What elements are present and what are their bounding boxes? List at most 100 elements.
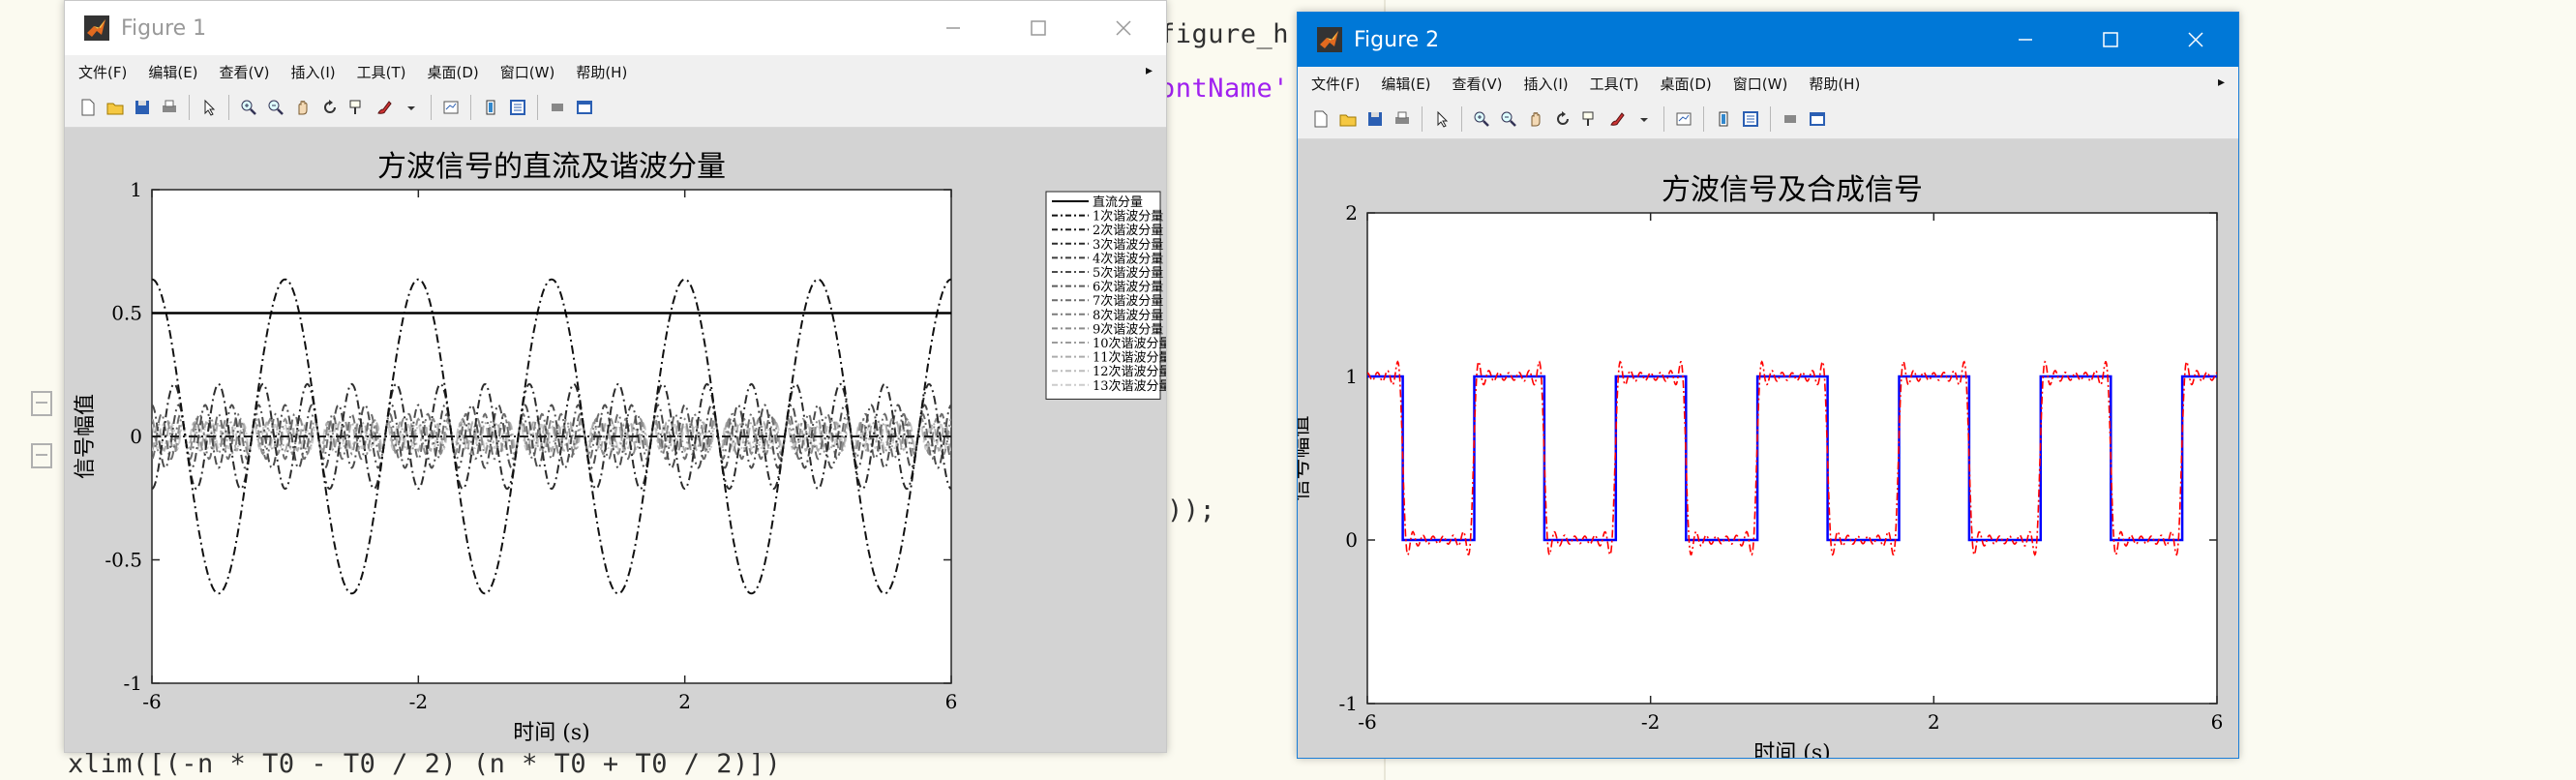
- legend-entry: 6次谐波分量: [1093, 280, 1163, 295]
- menu-desktop[interactable]: 桌面(D): [1660, 75, 1712, 93]
- dock-icon: [577, 101, 592, 114]
- menu-window[interactable]: 窗口(W): [1732, 75, 1788, 93]
- title-bar[interactable]: Figure 2: [1298, 13, 2238, 67]
- fold-marker[interactable]: [31, 391, 52, 416]
- plot-area[interactable]: [1366, 212, 2218, 705]
- y-tick-label: -1: [124, 672, 142, 695]
- zoom-out-button[interactable]: [1498, 108, 1519, 130]
- code-line[interactable]: xlim([(-n * T0 - T0 / 2) (n * T0 + T0 / …: [68, 749, 782, 779]
- brush-dropdown-button[interactable]: [401, 97, 422, 118]
- y-tick-label: 0: [1345, 528, 1358, 552]
- open-file-button[interactable]: [105, 97, 126, 118]
- x-axis-label: 时间 (s): [1753, 741, 1830, 758]
- link-button[interactable]: [1673, 108, 1694, 130]
- legend-entry: 8次谐波分量: [1093, 308, 1163, 323]
- hide-tools-button[interactable]: [1780, 108, 1801, 130]
- print-icon: [163, 100, 176, 112]
- save-button[interactable]: [132, 97, 153, 118]
- zoom-in-button[interactable]: [238, 97, 259, 118]
- new-figure-button[interactable]: [77, 97, 99, 118]
- figure-canvas[interactable]: 方波信号的直流及谐波分量 -6 -2 2 6 -1 -0.5 0 0.5 1 时间 (s) 信号幅值 直…: [65, 128, 1172, 752]
- toolbar-separator: [1770, 106, 1771, 132]
- menu-insert[interactable]: 插入(I): [1523, 75, 1569, 93]
- legend-box[interactable]: [1045, 191, 1161, 400]
- dock-button[interactable]: [1807, 108, 1828, 130]
- legend-entry: 直流分量: [1093, 195, 1143, 210]
- y-axis-label: 信号幅值: [74, 394, 98, 479]
- menu-tools[interactable]: 工具(T): [356, 63, 406, 81]
- minimize-button[interactable]: [1983, 13, 2068, 67]
- link-icon: [443, 101, 459, 114]
- colorbar-button[interactable]: [480, 97, 501, 118]
- menu-view[interactable]: 查看(V): [219, 63, 270, 81]
- chart-title: 方波信号及合成信号: [1662, 173, 1923, 207]
- series-line-harmonic-11: [152, 420, 951, 453]
- new-figure-button[interactable]: [1310, 108, 1332, 130]
- menu-desktop[interactable]: 桌面(D): [427, 63, 479, 81]
- square-wave-chart[interactable]: 方波信号及合成信号 -6 -2 2 6 -1 0 1 2 时间 (s) 信号幅值: [1289, 139, 2238, 765]
- toolbar-separator: [228, 95, 229, 120]
- hide-tools-button[interactable]: [547, 97, 568, 118]
- save-button[interactable]: [1364, 108, 1386, 130]
- data-cursor-button[interactable]: [1579, 108, 1601, 130]
- menu-overflow-arrow[interactable]: ▸: [2217, 75, 2225, 90]
- close-button[interactable]: [1081, 1, 1166, 55]
- maximize-button[interactable]: [2068, 13, 2153, 67]
- y-tick-label: 2: [1345, 201, 1358, 225]
- code-line[interactable]: ontName': [1159, 74, 1290, 104]
- menu-insert[interactable]: 插入(I): [290, 63, 336, 81]
- open-file-button[interactable]: [1337, 108, 1359, 130]
- legend-entry: 13次谐波分量: [1093, 378, 1166, 394]
- print-button[interactable]: [159, 97, 180, 118]
- print-button[interactable]: [1392, 108, 1413, 130]
- code-line[interactable]: figure_h: [1159, 19, 1290, 49]
- link-button[interactable]: [440, 97, 462, 118]
- menu-edit[interactable]: 编辑(E): [1381, 75, 1431, 93]
- brush-dropdown-button[interactable]: [1633, 108, 1655, 130]
- menu-file[interactable]: 文件(F): [1311, 75, 1361, 93]
- zoom-in-button[interactable]: [1471, 108, 1492, 130]
- colorbar-icon: [1719, 111, 1728, 127]
- minimize-icon: [946, 27, 960, 29]
- colorbar-button[interactable]: [1713, 108, 1734, 130]
- menu-help[interactable]: 帮助(H): [576, 63, 628, 81]
- rotate-button[interactable]: [319, 97, 341, 118]
- menu-window[interactable]: 窗口(W): [499, 63, 555, 81]
- y-tick-label: -0.5: [105, 549, 142, 572]
- title-bar[interactable]: Figure 1: [65, 1, 1166, 55]
- menu-help[interactable]: 帮助(H): [1809, 75, 1861, 93]
- legend-button[interactable]: [1740, 108, 1761, 130]
- rotate-button[interactable]: [1552, 108, 1573, 130]
- legend-button[interactable]: [507, 97, 528, 118]
- minimize-button[interactable]: [911, 1, 996, 55]
- dock-button[interactable]: [574, 97, 595, 118]
- menu-tools[interactable]: 工具(T): [1589, 75, 1639, 93]
- menu-edit[interactable]: 编辑(E): [148, 63, 198, 81]
- code-line[interactable]: ));: [1167, 495, 1216, 525]
- menu-overflow-arrow[interactable]: ▸: [1145, 63, 1153, 78]
- x-tick-label: -6: [1358, 710, 1376, 734]
- maximize-button[interactable]: [996, 1, 1081, 55]
- harmonics-chart[interactable]: 方波信号的直流及谐波分量 -6 -2 2 6 -1 -0.5 0 0.5 1 时间 (s) 信号幅值 直…: [65, 128, 1172, 752]
- close-button[interactable]: [2153, 13, 2238, 67]
- menu-view[interactable]: 查看(V): [1452, 75, 1503, 93]
- legend-entry: 5次谐波分量: [1093, 265, 1163, 281]
- save-icon: [1368, 112, 1382, 126]
- fold-marker[interactable]: [31, 443, 52, 468]
- figure-1-window[interactable]: Figure 1 文件(F) 编辑(E) 查看(V) 插入(I) 工具(T) 桌…: [64, 0, 1172, 753]
- figure-canvas[interactable]: 方波信号及合成信号 -6 -2 2 6 -1 0 1 2 时间 (s) 信号幅值: [1289, 139, 2238, 765]
- pan-button[interactable]: [292, 97, 314, 118]
- figure-2-window[interactable]: Figure 2 文件(F) 编辑(E) 查看(V) 插入(I) 工具(T) 桌…: [1289, 12, 2239, 765]
- data-cursor-button[interactable]: [346, 97, 368, 118]
- brush-button[interactable]: [1606, 108, 1628, 130]
- pointer-button[interactable]: [198, 97, 220, 118]
- x-axis-label: 时间 (s): [513, 721, 589, 745]
- figure-toolbar: [1298, 100, 2238, 139]
- pan-button[interactable]: [1525, 108, 1546, 130]
- y-tick-label: 1: [1345, 365, 1358, 388]
- pointer-button[interactable]: [1431, 108, 1453, 130]
- zoom-out-button[interactable]: [265, 97, 286, 118]
- series-line-harmonic-1: [152, 278, 951, 595]
- menu-file[interactable]: 文件(F): [78, 63, 128, 81]
- brush-button[interactable]: [374, 97, 395, 118]
